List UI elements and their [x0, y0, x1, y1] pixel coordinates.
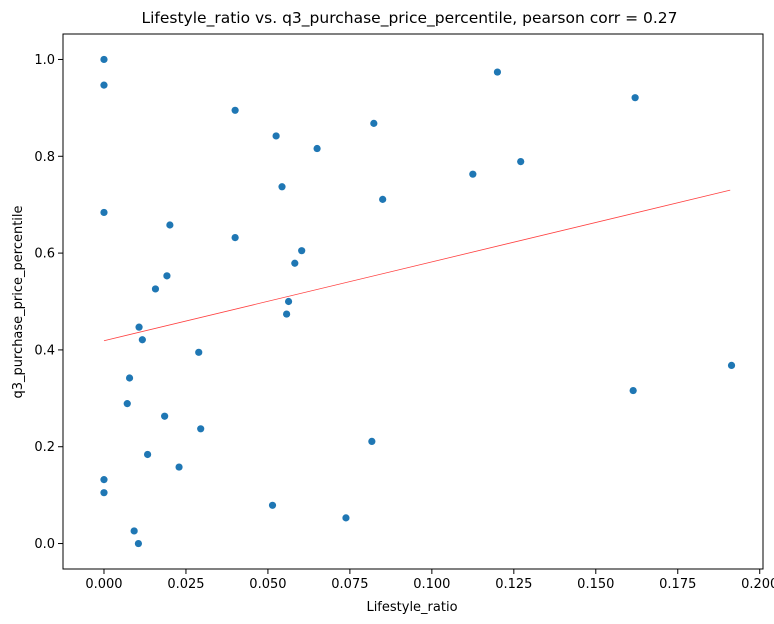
x-tick-label: 0.125 [495, 577, 532, 592]
data-point [727, 361, 736, 369]
data-point [163, 272, 171, 280]
y-axis-label: q3_purchase_price_percentile [11, 205, 26, 398]
data-point [272, 132, 280, 140]
y-tick-label: 0.0 [34, 537, 55, 552]
data-point [379, 195, 387, 203]
data-point [342, 514, 350, 522]
y-tick-label: 1.0 [34, 53, 55, 68]
data-point [195, 348, 203, 356]
x-tick-label: 0.175 [659, 577, 696, 592]
data-point [100, 55, 108, 64]
data-point [161, 412, 169, 420]
data-point [231, 234, 239, 242]
data-point [629, 386, 637, 395]
y-tick-label: 0.4 [34, 343, 55, 358]
data-point [370, 119, 378, 127]
x-tick-label: 0.000 [85, 577, 122, 592]
x-tick-label: 0.200 [741, 577, 774, 592]
data-point [100, 81, 108, 89]
x-tick-label: 0.075 [331, 577, 368, 592]
y-tick-label: 0.8 [34, 150, 55, 165]
data-point [123, 400, 131, 408]
data-point [100, 489, 108, 497]
data-point [631, 94, 639, 102]
data-point [283, 310, 291, 318]
data-point [143, 450, 152, 459]
data-point [368, 437, 376, 445]
x-axis-label: Lifestyle_ratio [366, 600, 457, 615]
data-point [469, 170, 477, 178]
points-layer [100, 55, 736, 548]
x-tick-label: 0.150 [577, 577, 614, 592]
data-point [231, 106, 239, 114]
data-point [166, 221, 174, 229]
chart-title: Lifestyle_ratio vs. q3_purchase_price_pe… [141, 9, 677, 28]
data-point [135, 323, 143, 331]
y-axis-ticks: 0.0 0.2 0.4 0.6 0.8 1.0 [34, 53, 63, 552]
data-point [517, 158, 525, 166]
y-tick-label: 0.2 [34, 440, 55, 455]
data-point [138, 336, 146, 344]
data-point [298, 247, 306, 255]
y-tick-label: 0.6 [34, 247, 55, 262]
data-point [493, 68, 502, 76]
data-point [134, 539, 143, 548]
trendline [103, 189, 731, 342]
data-point [125, 374, 134, 382]
x-tick-label: 0.025 [167, 577, 204, 592]
axes-frame [62, 33, 764, 570]
data-point [130, 527, 138, 535]
data-point [151, 285, 160, 293]
trendline-layer [103, 189, 731, 342]
data-point [175, 463, 183, 471]
plot-area [100, 55, 736, 548]
x-tick-label: 0.100 [413, 577, 450, 592]
data-point [291, 259, 299, 267]
data-point [284, 297, 293, 306]
x-tick-label: 0.050 [249, 577, 286, 592]
data-point [100, 476, 108, 484]
data-point [278, 183, 286, 191]
data-point [268, 501, 277, 509]
data-point [313, 144, 321, 153]
data-point [100, 208, 108, 217]
data-point [197, 425, 205, 433]
x-axis-ticks: 0.000 0.025 0.050 0.075 0.100 0.125 0.150 0.175… [85, 569, 774, 592]
